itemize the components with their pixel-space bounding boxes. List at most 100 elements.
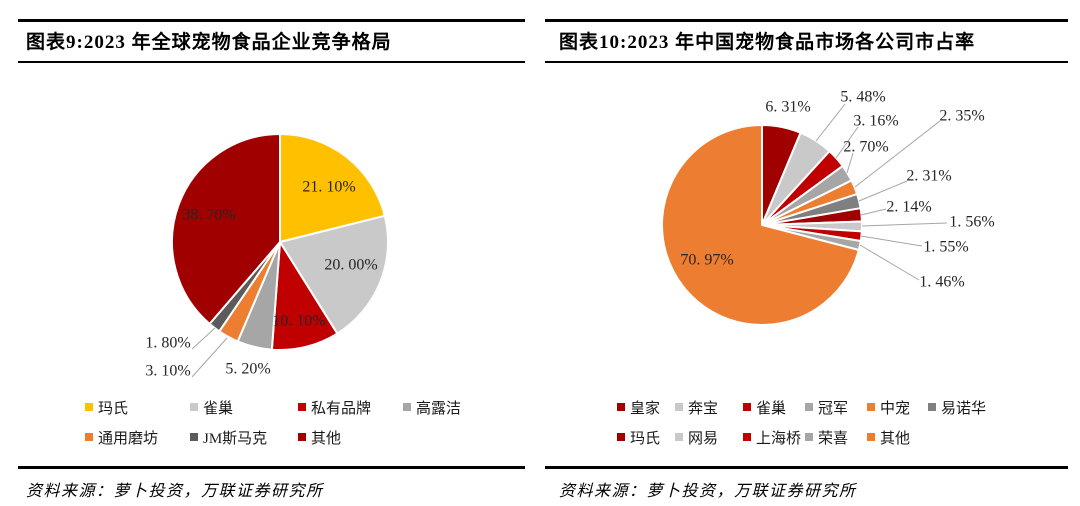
legend-item: 奔宝 [675,397,743,418]
legend-label: 雀巢 [203,400,234,417]
legend-swatch [675,403,683,411]
pie-data-label: 2. 31% [906,168,951,185]
legend-item: 雀巢 [743,397,805,418]
pie-data-label: 10. 10% [272,313,325,330]
legend-swatch [743,403,751,411]
legend-label: 网易 [688,430,719,447]
legend-item: 中宠 [867,397,928,418]
legend-item: JM斯马克 [190,427,298,448]
pie-data-label: 5. 48% [840,89,885,106]
legend-label: 易诺华 [941,400,987,417]
panel-china-market: 图表10:2023 年中国宠物食品市场各公司市占率 6. 31% 5. 48% 3.… [540,0,1080,506]
legend-swatch [298,433,306,441]
source-bar: 资料来源：萝卜投资，万联证券研究所 [18,466,525,501]
legend-label: 玛氏 [98,400,129,417]
legend-swatch [675,433,683,441]
legend-row: 玛氏 网易 上海桥 荣喜 其他 [617,422,1080,452]
legend-label: JM斯马克 [203,430,268,447]
leader-line [191,327,216,350]
leader-line [854,120,941,188]
pie-data-label: 38. 70% [182,207,235,224]
leader-line [835,126,859,159]
legend-swatch [805,403,813,411]
leader-line [846,152,854,174]
leader-line [860,235,923,247]
pie-chart-china-pet-food: 6. 31% 5. 48% 3. 16% 2. 70% 2. 35% 2. 31% 2. 1… [660,89,995,326]
pie-data-label: 70. 97% [680,252,733,269]
pie-data-label: 1. 55% [923,239,968,256]
chart-title: 图表9:2023 年全球宠物食品企业竞争格局 [26,32,392,53]
pie-data-label: 5. 20% [225,361,270,378]
legend-label: 其他 [311,430,342,447]
legend-swatch [743,433,751,441]
pie-slice [171,133,281,325]
legend-label: 荣喜 [818,430,849,447]
legend-swatch [85,403,93,411]
legend-item: 易诺华 [928,397,1080,418]
legend-global: 玛氏 雀巢 私有品牌 高露洁通用磨坊 JM斯马克 其他 [0,392,540,452]
pie-data-label: 6. 31% [765,99,810,116]
leader-line [858,180,908,202]
chart-title-bar: 图表10:2023 年中国宠物食品市场各公司市占率 [545,19,1068,63]
legend-label: 高露洁 [416,400,462,417]
source-text: 资料来源：萝卜投资，万联证券研究所 [559,483,857,500]
pie-data-label: 3. 10% [145,363,190,380]
pie-data-label: 1. 46% [919,274,964,291]
legend-label: 奔宝 [688,400,719,417]
pie-data-label: 20. 00% [324,257,377,274]
pie-data-label: 2. 70% [843,139,888,156]
legend-label: 中宠 [880,400,911,417]
leader-line [191,337,228,378]
legend-item: 冠军 [805,397,867,418]
legend-china: 皇家 奔宝 雀巢 冠军 中宠 易诺华玛氏 网易 上海桥 荣喜 其他 [540,392,1080,452]
leader-line [860,208,887,216]
leader-line [815,103,846,142]
legend-swatch [867,433,875,441]
legend-label: 私有品牌 [311,400,372,417]
legend-swatch [617,433,625,441]
legend-swatch [190,403,198,411]
legend-swatch [617,403,625,411]
legend-item: 荣喜 [805,427,867,448]
legend-swatch [867,403,875,411]
pie-data-label: 2. 14% [886,199,931,216]
pie-slice [279,214,389,335]
pie-data-label: 1. 56% [949,214,994,231]
legend-swatch [190,433,198,441]
legend-item: 皇家 [617,397,675,418]
pie-data-label: 21. 10% [302,179,355,196]
legend-item: 雀巢 [190,397,298,418]
pie-slice [660,124,860,326]
pie-chart-global-pet-food: 21. 10% 20. 00% 10. 10% 5. 20% 3. 10% 1. 80% 3… [145,133,389,380]
legend-swatch [805,433,813,441]
legend-item: 高露洁 [403,397,540,418]
pie-data-label: 3. 16% [853,113,898,130]
legend-swatch [298,403,306,411]
pie-data-label: 2. 35% [939,108,984,125]
chart-title: 图表10:2023 年中国宠物食品市场各公司市占率 [559,32,976,53]
legend-row: 皇家 奔宝 雀巢 冠军 中宠 易诺华 [617,392,1080,422]
legend-row: 玛氏 雀巢 私有品牌 高露洁 [85,392,540,422]
source-text: 资料来源：萝卜投资，万联证券研究所 [26,483,324,500]
legend-swatch [403,403,411,411]
legend-item: 玛氏 [617,427,675,448]
legend-swatch [85,433,93,441]
legend-label: 雀巢 [756,400,787,417]
pie-data-label: 1. 80% [145,335,190,352]
legend-item: 网易 [675,427,743,448]
legend-label: 其他 [880,430,911,447]
legend-label: 皇家 [630,400,661,417]
legend-item: 通用磨坊 [85,427,190,448]
legend-swatch [928,403,936,411]
legend-item: 上海桥 [743,427,805,448]
legend-label: 玛氏 [630,430,661,447]
panel-global-market: 图表9:2023 年全球宠物食品企业竞争格局 21. 10% 20. 00% 10.… [0,19,540,501]
chart-title-bar: 图表9:2023 年全球宠物食品企业竞争格局 [18,19,525,63]
legend-label: 冠军 [818,400,849,417]
legend-row: 通用磨坊 JM斯马克 其他 [85,422,540,452]
legend-label: 通用磨坊 [98,430,159,447]
legend-label: 上海桥 [756,430,802,447]
legend-item: 玛氏 [85,397,190,418]
source-bar: 资料来源：萝卜投资，万联证券研究所 [545,466,1068,501]
